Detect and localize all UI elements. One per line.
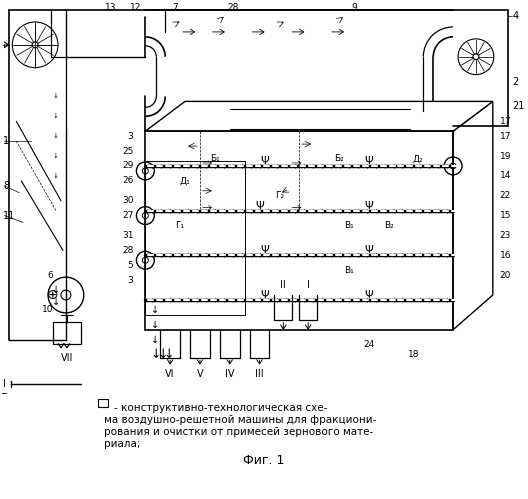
Text: 28: 28	[227, 2, 238, 11]
Text: III: III	[255, 369, 264, 379]
Text: ↓: ↓	[151, 335, 159, 345]
Text: 20: 20	[500, 270, 511, 279]
Text: Ψ: Ψ	[260, 246, 269, 255]
Text: _: _	[2, 384, 6, 394]
Text: 21: 21	[513, 101, 525, 111]
Text: Д₁: Д₁	[180, 176, 191, 185]
Text: 16: 16	[500, 251, 511, 260]
Text: ↓: ↓	[53, 93, 59, 99]
Text: ⊕: ⊕	[47, 288, 59, 302]
Text: 17: 17	[500, 132, 511, 141]
Text: 3: 3	[128, 275, 134, 284]
Text: 22: 22	[500, 191, 511, 200]
Text: Ψ: Ψ	[364, 201, 373, 211]
Text: 4: 4	[513, 11, 519, 21]
Text: рования и очистки от примесей зернового мате-: рования и очистки от примесей зернового …	[103, 427, 373, 437]
Text: VI: VI	[165, 369, 175, 379]
Bar	[145, 161, 244, 315]
Text: V: V	[196, 369, 203, 379]
Text: 12: 12	[130, 2, 141, 11]
Text: II: II	[280, 280, 286, 290]
Text: 19: 19	[500, 152, 511, 161]
Text: ↓: ↓	[151, 305, 159, 315]
Text: 27: 27	[122, 211, 134, 220]
Text: 10: 10	[42, 305, 53, 314]
Text: - конструктивно-технологическая схе-: - конструктивно-технологическая схе-	[114, 403, 327, 413]
Text: 29: 29	[122, 162, 134, 171]
Text: Ψ: Ψ	[364, 246, 373, 255]
Polygon shape	[145, 101, 493, 131]
Text: В₁: В₁	[344, 265, 354, 274]
Text: 8: 8	[3, 181, 10, 191]
Text: ↓: ↓	[150, 348, 161, 361]
Text: 1: 1	[3, 136, 10, 146]
Text: ↓: ↓	[52, 285, 60, 295]
Text: I: I	[307, 280, 309, 290]
Text: ↓: ↓	[53, 113, 59, 119]
Text: 31: 31	[122, 231, 134, 240]
Text: 2: 2	[513, 76, 519, 86]
Text: Ψ: Ψ	[260, 290, 269, 300]
Text: ↓: ↓	[164, 348, 174, 361]
Text: 6: 6	[48, 270, 53, 279]
Text: Ψ: Ψ	[255, 201, 264, 211]
Text: Г₂: Г₂	[275, 191, 284, 200]
Text: Ψ: Ψ	[260, 156, 269, 166]
Text: 14: 14	[500, 171, 511, 180]
Text: Г₁: Г₁	[175, 221, 185, 230]
Text: Б₁: Б₁	[210, 155, 220, 164]
Text: IV: IV	[225, 369, 234, 379]
Text: риала;: риала;	[103, 439, 140, 449]
Text: 7: 7	[172, 2, 178, 11]
Text: Б₂: Б₂	[334, 155, 344, 164]
Text: 13: 13	[105, 2, 116, 11]
Text: Фиг. 1: Фиг. 1	[243, 454, 284, 467]
Bar	[145, 161, 244, 315]
Text: 3: 3	[128, 132, 134, 141]
Text: 28: 28	[122, 246, 134, 255]
Text: ↓: ↓	[52, 297, 60, 307]
Text: 17: 17	[500, 117, 511, 126]
Text: ←: ←	[3, 40, 10, 49]
Text: 11: 11	[3, 211, 16, 221]
Text: ↓: ↓	[53, 153, 59, 159]
Text: VII: VII	[61, 352, 73, 363]
Text: 25: 25	[122, 147, 134, 156]
Text: 18: 18	[408, 350, 419, 359]
Text: ма воздушно-решетной машины для фракциони-: ма воздушно-решетной машины для фракцион…	[103, 415, 376, 425]
Text: ↓: ↓	[53, 133, 59, 139]
Text: 9: 9	[351, 2, 357, 11]
Text: I: I	[4, 379, 6, 389]
Text: ↓: ↓	[53, 173, 59, 179]
Text: Ψ: Ψ	[364, 156, 373, 166]
Polygon shape	[453, 101, 493, 330]
Text: 5: 5	[128, 260, 134, 270]
Text: 23: 23	[500, 231, 511, 240]
Text: 24: 24	[363, 340, 374, 349]
Text: В₂: В₂	[384, 221, 393, 230]
Text: В₁: В₁	[344, 221, 354, 230]
Text: 26: 26	[122, 176, 134, 185]
Text: 15: 15	[500, 211, 511, 220]
Bar	[53, 322, 81, 344]
Text: ↓: ↓	[157, 348, 167, 361]
Text: Д₂: Д₂	[413, 155, 424, 164]
Text: 30: 30	[122, 196, 134, 205]
Text: ↓: ↓	[151, 320, 159, 330]
Bar	[98, 399, 108, 407]
Text: Ψ: Ψ	[364, 290, 373, 300]
